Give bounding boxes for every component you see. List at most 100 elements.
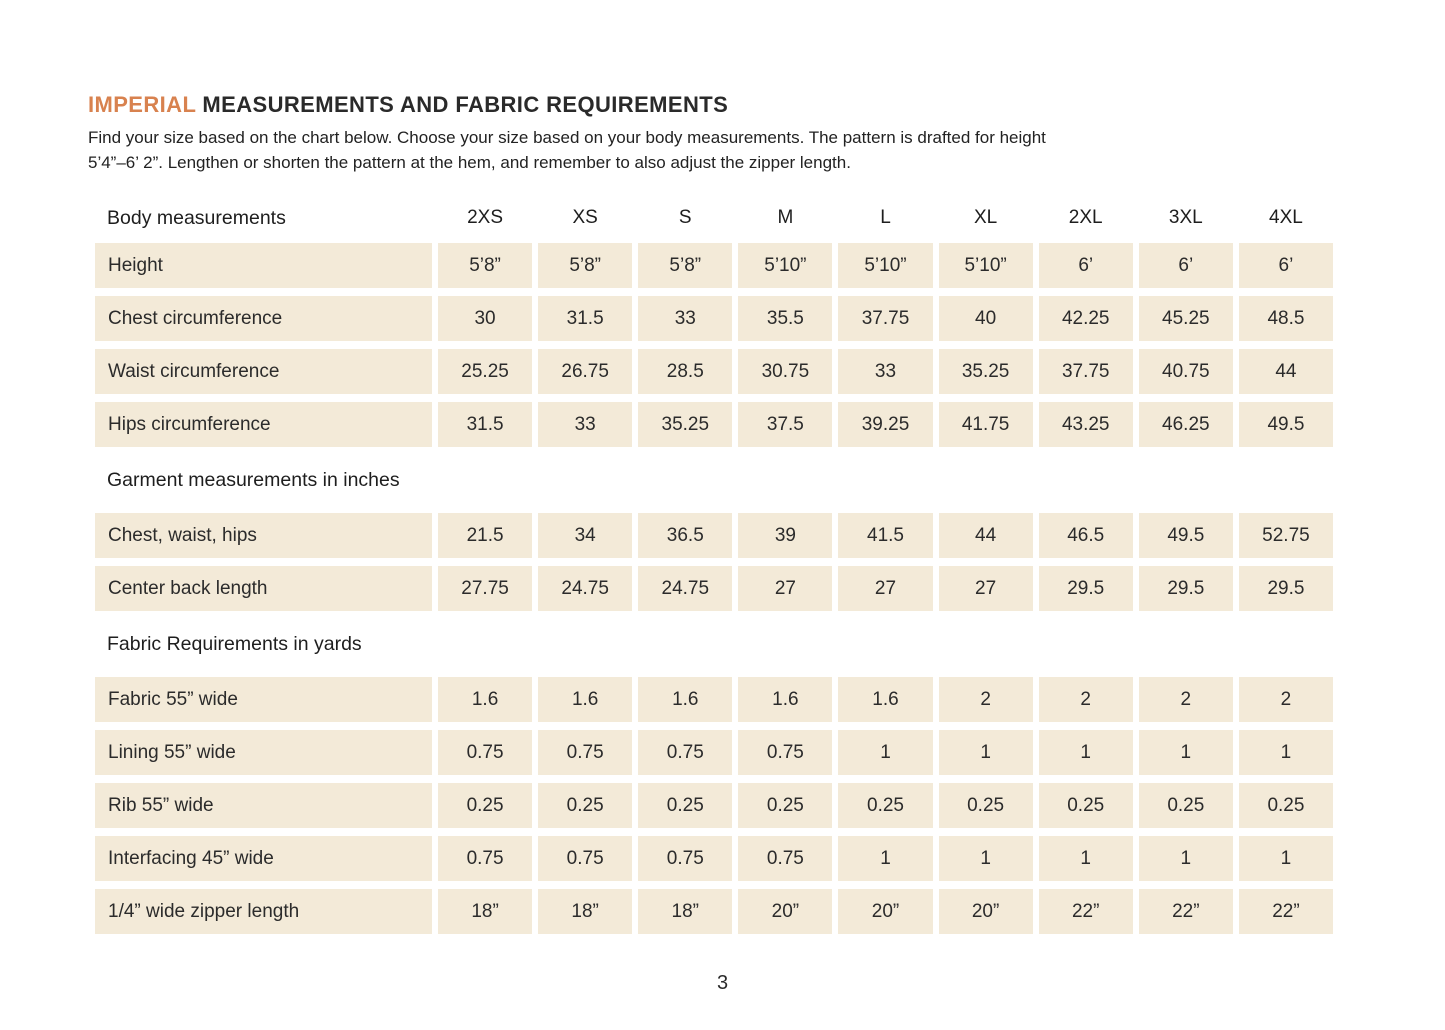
cell-value: 35.25 <box>938 349 1033 395</box>
cell-value: 24.75 <box>538 566 633 612</box>
cell-value: 6’ <box>1238 243 1333 289</box>
row-label: 1/4” wide zipper length <box>95 889 432 935</box>
cell-value: 1.6 <box>638 677 733 723</box>
cell-value: 1.6 <box>438 677 533 723</box>
cell-value: 52.75 <box>1238 513 1333 559</box>
size-chart-table: Body measurements 2XS XS S M L XL 2XL 3XL 4XL Heig… <box>95 201 1333 935</box>
cell-value: 46.5 <box>1038 513 1133 559</box>
cell-value: 1 <box>838 836 933 882</box>
cell-value: 0.25 <box>838 783 933 829</box>
cell-value: 1 <box>938 730 1033 776</box>
cell-value: 0.25 <box>738 783 833 829</box>
cell-value: 1 <box>1238 730 1333 776</box>
row-label: Waist circumference <box>95 349 432 395</box>
cell-value: 20” <box>838 889 933 935</box>
cell-value: 1 <box>1238 836 1333 882</box>
cell-value: 0.75 <box>638 836 733 882</box>
cell-value: 41.5 <box>838 513 933 559</box>
cell-value: 0.25 <box>538 783 633 829</box>
cell-value: 40 <box>938 296 1033 342</box>
cell-value: 21.5 <box>438 513 533 559</box>
cell-value: 0.75 <box>538 730 633 776</box>
cell-value: 39.25 <box>838 402 933 448</box>
cell-value: 0.25 <box>1038 783 1133 829</box>
column-header-size-xl: XL <box>973 207 998 229</box>
cell-value: 22” <box>1138 889 1233 935</box>
column-header-size-s: S <box>678 207 692 229</box>
cell-value: 44 <box>1238 349 1333 395</box>
cell-value: 0.75 <box>438 836 533 882</box>
row-label: Hips circumference <box>95 402 432 448</box>
cell-value: 2 <box>1238 677 1333 723</box>
cell-value: 0.25 <box>638 783 733 829</box>
row-label: Height <box>95 243 432 289</box>
page-title: IMPERIAL MEASUREMENTS AND FABRIC REQUIRE… <box>88 92 1445 118</box>
cell-value: 37.5 <box>738 402 833 448</box>
cell-value: 33 <box>838 349 933 395</box>
cell-value: 2 <box>938 677 1033 723</box>
cell-value: 26.75 <box>538 349 633 395</box>
cell-value: 5’8” <box>638 243 733 289</box>
cell-value: 2 <box>1138 677 1233 723</box>
cell-value: 0.75 <box>438 730 533 776</box>
cell-value: 20” <box>738 889 833 935</box>
row-label: Interfacing 45” wide <box>95 836 432 882</box>
cell-value: 28.5 <box>638 349 733 395</box>
cell-value: 29.5 <box>1138 566 1233 612</box>
cell-value: 27.75 <box>438 566 533 612</box>
cell-value: 0.75 <box>638 730 733 776</box>
cell-value: 1 <box>938 836 1033 882</box>
column-header-body-measurements: Body measurements <box>107 206 286 229</box>
cell-value: 5’8” <box>438 243 533 289</box>
cell-value: 1.6 <box>538 677 633 723</box>
row-label: Fabric 55” wide <box>95 677 432 723</box>
cell-value: 0.25 <box>1238 783 1333 829</box>
column-header-size-l: L <box>880 207 891 229</box>
row-label: Lining 55” wide <box>95 730 432 776</box>
cell-value: 0.25 <box>938 783 1033 829</box>
cell-value: 33 <box>638 296 733 342</box>
cell-value: 41.75 <box>938 402 1033 448</box>
cell-value: 1 <box>1038 730 1133 776</box>
section-header-2: Fabric Requirements in yards <box>107 632 362 655</box>
cell-value: 25.25 <box>438 349 533 395</box>
cell-value: 27 <box>738 566 833 612</box>
cell-value: 31.5 <box>438 402 533 448</box>
page-title-highlight: IMPERIAL <box>88 92 196 117</box>
cell-value: 33 <box>538 402 633 448</box>
row-label: Center back length <box>95 566 432 612</box>
column-header-size-3xl: 3XL <box>1168 207 1203 229</box>
column-header-size-4xl: 4XL <box>1269 207 1303 229</box>
cell-value: 0.25 <box>1138 783 1233 829</box>
cell-value: 0.25 <box>438 783 533 829</box>
cell-value: 5’10” <box>938 243 1033 289</box>
cell-value: 27 <box>938 566 1033 612</box>
cell-value: 5’10” <box>838 243 933 289</box>
cell-value: 35.25 <box>638 402 733 448</box>
cell-value: 37.75 <box>1038 349 1133 395</box>
cell-value: 18” <box>538 889 633 935</box>
cell-value: 18” <box>638 889 733 935</box>
cell-value: 29.5 <box>1238 566 1333 612</box>
intro-line-2: 5’4”–6’ 2”. Lengthen or shorten the patt… <box>88 152 851 172</box>
page-number: 3 <box>716 972 729 994</box>
intro-text: Find your size based on the chart below.… <box>88 126 1348 175</box>
column-header-size-m: M <box>777 207 794 229</box>
cell-value: 46.25 <box>1138 402 1233 448</box>
cell-value: 6’ <box>1138 243 1233 289</box>
page-title-rest: MEASUREMENTS AND FABRIC REQUIREMENTS <box>195 92 729 117</box>
cell-value: 36.5 <box>638 513 733 559</box>
cell-value: 6’ <box>1038 243 1133 289</box>
row-label: Rib 55” wide <box>95 783 432 829</box>
cell-value: 43.25 <box>1038 402 1133 448</box>
cell-value: 30.75 <box>738 349 833 395</box>
cell-value: 1.6 <box>738 677 833 723</box>
row-label: Chest, waist, hips <box>95 513 432 559</box>
cell-value: 24.75 <box>638 566 733 612</box>
cell-value: 30 <box>438 296 533 342</box>
cell-value: 34 <box>538 513 633 559</box>
cell-value: 1 <box>1138 730 1233 776</box>
row-label: Chest circumference <box>95 296 432 342</box>
cell-value: 5’8” <box>538 243 633 289</box>
